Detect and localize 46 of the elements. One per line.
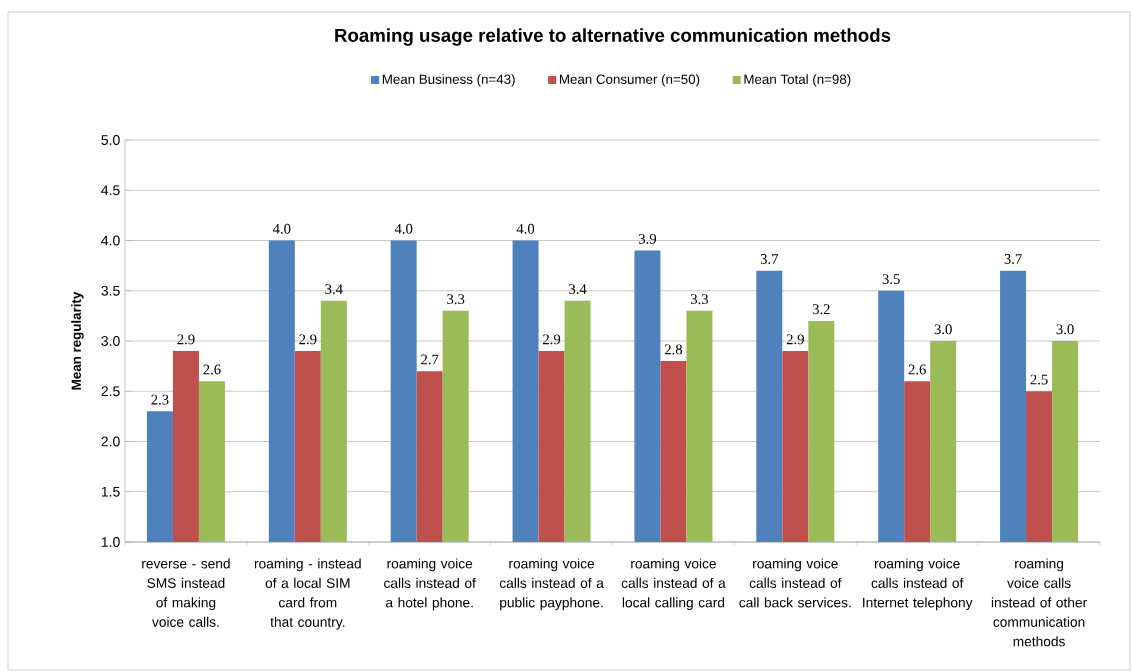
data-label: 2.5 [1030,374,1048,385]
data-label: 3.7 [760,254,779,264]
x-tick-label: roaming voice calls instead of a local calling card [621,558,726,611]
data-label: 4.0 [516,223,535,234]
x-tick-label: roaming voice calls instead of call back services. [739,558,851,608]
data-label: 3.9 [638,233,657,244]
x-tick-label: reverse - send SMS instead of making voice calls. [142,558,230,627]
y-tick-label: 1.0 [101,537,120,547]
data-label: 3.3 [447,294,465,305]
y-tick-label: 4.0 [101,235,120,246]
y-tick-label: 5.0 [101,135,120,145]
legend-label: Mean Consumer (n=50) [559,74,700,87]
x-tick-label: roaming voice calls instead of a hotel phone. [384,558,476,611]
y-tick-label: 1.5 [101,486,120,497]
data-label: 2.6 [908,364,926,375]
data-label: 2.3 [151,394,169,405]
data-label: 3.4 [325,284,343,295]
data-label: 3.5 [882,274,900,285]
data-label: 4.0 [394,223,413,234]
data-label: 2.9 [786,334,804,345]
y-axis-title: Mean regularity [71,291,84,390]
data-label: 2.7 [421,354,439,365]
data-label: 3.0 [934,324,952,335]
x-tick-label: roaming voice calls instead of other communication methods [991,558,1087,647]
x-tick-label: roaming voice calls instead of Internet telephony [863,558,973,611]
chart-title: Roaming usage relative to alternative communication methods [335,28,891,46]
data-label: 3.4 [569,284,587,295]
y-tick-label: 4.5 [101,185,120,196]
data-label: 3.0 [1056,324,1074,335]
data-label: 2.6 [203,364,221,375]
y-tick-label: 2.5 [101,386,120,397]
y-tick-label: 2.0 [101,436,120,447]
legend-label: Mean Business (n=43) [382,74,515,87]
legend-label: Mean Total (n=98) [744,74,851,87]
data-label: 2.8 [664,344,683,355]
x-tick-label: roaming - instead of a local SIM card from that country. [254,558,361,630]
y-tick-label: 3.5 [101,285,120,296]
data-label: 2.9 [177,334,195,345]
data-label: 2.9 [299,334,317,345]
data-label: 3.7 [1004,254,1022,264]
data-label: 3.3 [690,294,709,305]
data-label: 4.0 [272,223,291,234]
data-label: 2.9 [543,334,561,345]
x-tick-label: roaming voice calls instead of a public payphone. [499,558,604,611]
data-label: 3.2 [812,304,830,315]
y-tick-label: 3.0 [101,336,120,346]
